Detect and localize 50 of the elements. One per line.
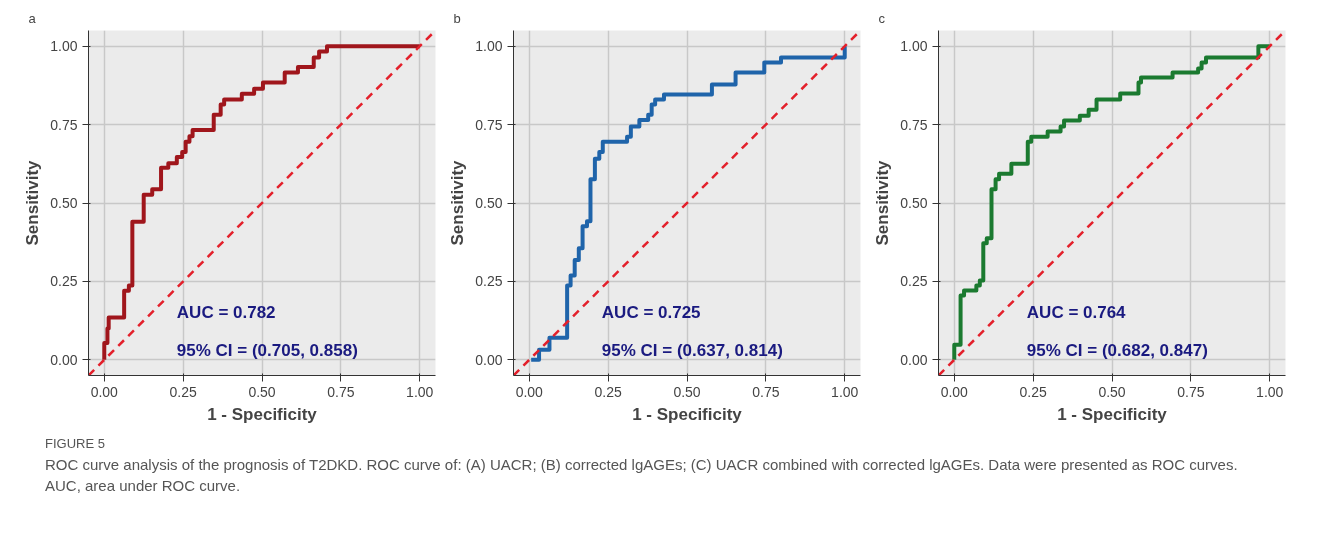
annotation: AUC = 0.782	[176, 303, 276, 323]
x-tick-label: 0.75	[327, 383, 355, 400]
chart-title: b	[453, 10, 461, 26]
line-series	[529, 44, 847, 362]
x-tick-label: 0.50	[1098, 383, 1126, 400]
y-tick-label: 1.00	[475, 38, 503, 55]
x-axis-title: 1 - Specificity	[1057, 404, 1168, 424]
line-series	[102, 44, 422, 362]
chart-title: a	[28, 10, 37, 26]
y-tick-label: 0.75	[475, 116, 503, 133]
y-axis-title: Sensitivity	[23, 159, 43, 246]
y-tick-label: 0.75	[50, 116, 78, 133]
y-tick-label: 0.50	[50, 195, 78, 211]
x-tick-label: 1.00	[1256, 383, 1284, 400]
x-tick-label: 0.75	[1177, 383, 1205, 400]
annotation: AUC = 0.764	[1026, 303, 1127, 323]
y-axis-title: Sensitivity	[873, 159, 893, 246]
y-tick-label: 0.00	[475, 351, 503, 368]
y-tick-label: 0.50	[475, 195, 503, 211]
text: FIGURE 5	[45, 435, 106, 453]
x-axis-title: 1 - Specificity	[632, 404, 743, 424]
line-series	[952, 44, 1272, 362]
x-tick-label: 0.25	[594, 383, 622, 400]
x-tick-label: 0.25	[169, 383, 197, 400]
y-tick-label: 0.00	[900, 351, 928, 368]
y-tick-label: 0.25	[475, 273, 503, 290]
x-axis-title: 1 - Specificity	[207, 404, 318, 424]
x-tick-label: 0.50	[673, 383, 701, 400]
y-tick-label: 1.00	[50, 38, 78, 55]
x-tick-label: 1.00	[831, 383, 859, 400]
y-tick-label: 0.25	[50, 273, 78, 290]
chart-title: c	[878, 10, 886, 26]
x-tick-label: 0.00	[940, 383, 969, 400]
x-tick-label: 0.25	[1019, 383, 1047, 400]
text: ROC curve analysis of the prognosis of T2DKD. ROC curve of: (A) UACR; (B) corrected lgAGEs; (C) UACR combined with corrected lgAGEs. Data were presented as ROC curves. AUC, area under ROC curve.	[45, 454, 1239, 496]
annotation: AUC = 0.725	[601, 303, 701, 323]
annotation: 95% CI = (0.682, 0.847)	[1026, 340, 1208, 360]
x-tick-label: 0.75	[752, 383, 780, 400]
y-tick-label: 0.50	[900, 195, 928, 211]
y-tick-label: 0.00	[50, 351, 78, 368]
y-axis-title: Sensitivity	[448, 159, 468, 246]
y-tick-label: 0.25	[900, 273, 928, 290]
x-tick-label: 0.00	[515, 383, 544, 400]
y-tick-label: 1.00	[900, 38, 928, 55]
x-tick-label: 0.00	[90, 383, 119, 400]
annotation: 95% CI = (0.705, 0.858)	[176, 340, 358, 360]
annotation: 95% CI = (0.637, 0.814)	[601, 340, 783, 360]
x-tick-label: 1.00	[406, 383, 434, 400]
y-tick-label: 0.75	[900, 116, 928, 133]
x-tick-label: 0.50	[248, 383, 276, 400]
